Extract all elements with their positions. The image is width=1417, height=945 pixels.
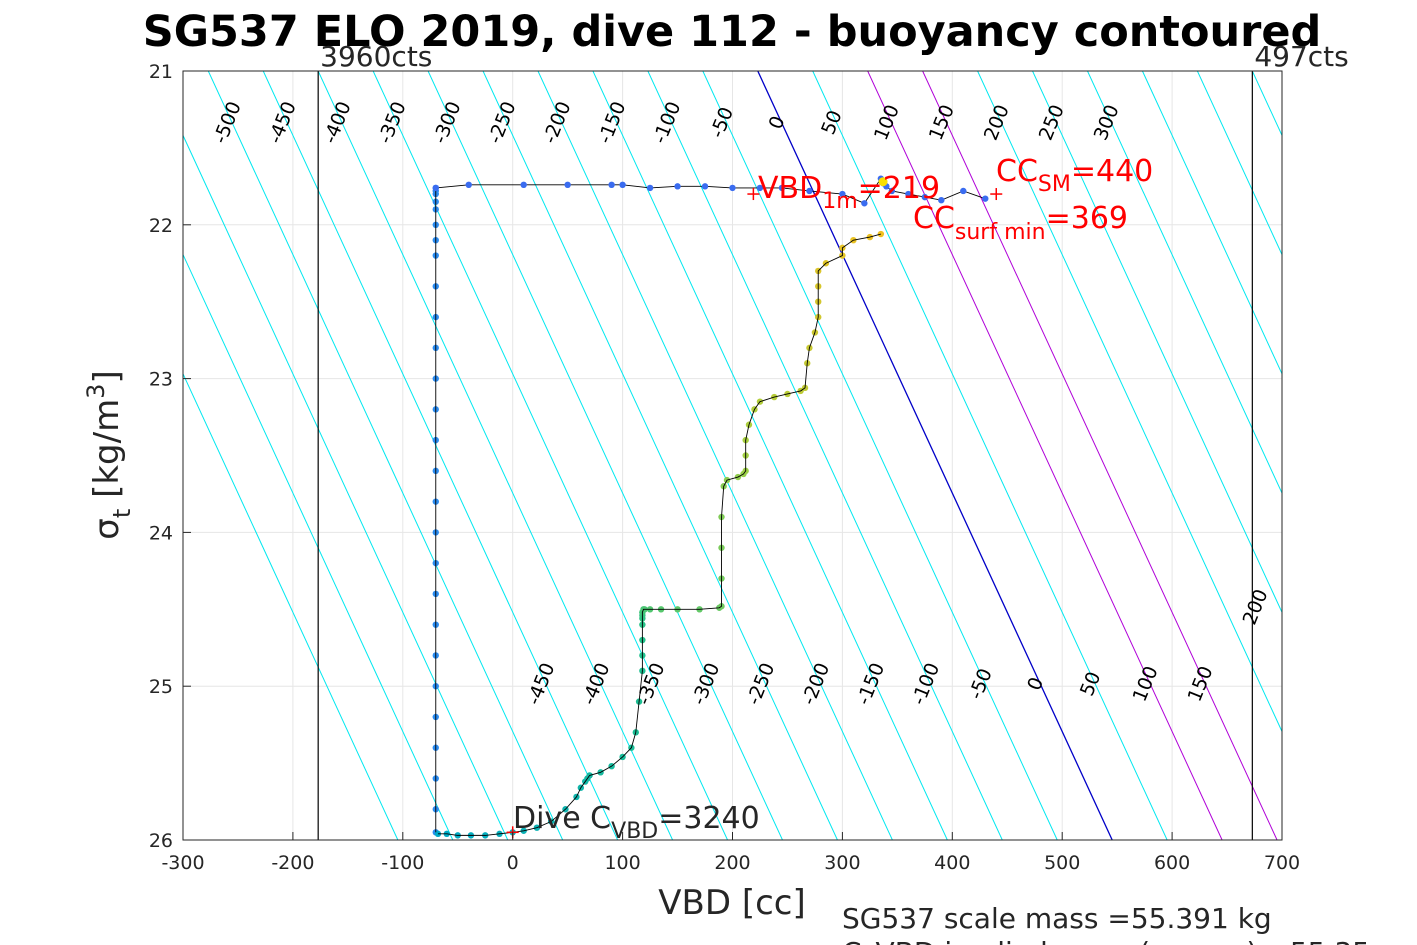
x-tick-label: 400 bbox=[934, 852, 970, 874]
contour-line bbox=[702, 71, 1058, 840]
series-line bbox=[437, 233, 881, 836]
contour-line bbox=[262, 71, 619, 840]
dive-cvbd-annotation: Dive CVBD=3240 bbox=[513, 801, 760, 844]
data-point bbox=[982, 195, 989, 202]
grid-lines bbox=[183, 71, 1282, 840]
contour-line bbox=[317, 71, 674, 840]
dive-profile-series bbox=[432, 175, 1003, 839]
y-tick-label: 22 bbox=[149, 215, 173, 237]
contour-line bbox=[372, 71, 729, 840]
axis-ticks: -300 -200 -100 0 100 200 300 400 500 600 700 21 22 23… bbox=[149, 61, 1300, 874]
contour-line bbox=[977, 71, 1282, 733]
contour-line bbox=[482, 71, 838, 840]
contour-line bbox=[427, 71, 783, 840]
x-tick-label: 300 bbox=[824, 852, 860, 874]
x-axis-label: VBD [cc] bbox=[658, 883, 806, 923]
y-tick-label: 23 bbox=[149, 369, 173, 391]
x-tick-label: 0 bbox=[507, 852, 519, 874]
chart-title: SG537 ELO 2019, dive 112 - buoyancy cont… bbox=[143, 7, 1322, 57]
annotations: VBD1m=219 CCSM=440 CCsurf min=369 Dive C… bbox=[513, 154, 1153, 844]
data-point bbox=[861, 200, 868, 207]
contour-line bbox=[1087, 71, 1282, 495]
data-point bbox=[878, 177, 888, 187]
red-cross-marker bbox=[747, 188, 760, 201]
contour-line bbox=[1362, 71, 1417, 840]
data-point bbox=[465, 181, 472, 189]
vbd-limit-label: 497cts bbox=[1254, 40, 1348, 73]
data-point bbox=[756, 184, 764, 192]
implied-mass-text: C_VBD implied mass (approx) =55.35 bbox=[842, 936, 1370, 945]
x-tick-label: 700 bbox=[1264, 852, 1300, 874]
y-tick-label: 25 bbox=[149, 676, 173, 698]
data-point bbox=[778, 184, 786, 192]
data-point bbox=[960, 187, 967, 195]
contour-line bbox=[183, 134, 509, 840]
x-tick-label: 100 bbox=[604, 852, 640, 874]
cc-surf-min-annotation: CCsurf min=369 bbox=[913, 201, 1128, 245]
contour-line bbox=[207, 71, 564, 840]
y-tick-label: 21 bbox=[149, 61, 173, 83]
contour-line bbox=[1307, 71, 1417, 840]
x-tick-label: -200 bbox=[271, 852, 314, 874]
contour-line bbox=[183, 372, 399, 840]
data-point bbox=[888, 187, 896, 195]
contour-line bbox=[537, 71, 893, 840]
x-tick-label: -300 bbox=[161, 852, 204, 874]
data-point bbox=[905, 190, 912, 198]
x-tick-label: 200 bbox=[714, 852, 750, 874]
contour-line bbox=[1141, 71, 1282, 376]
contour-line bbox=[812, 71, 1168, 840]
data-point bbox=[806, 187, 813, 195]
data-point bbox=[564, 181, 571, 189]
vbd-limit-lines: 3960cts 497cts bbox=[317, 40, 1349, 840]
data-point bbox=[701, 183, 709, 190]
contour-line bbox=[1196, 71, 1282, 256]
vbd-1m-annotation: VBD1m=219 bbox=[758, 171, 940, 214]
data-point bbox=[434, 830, 442, 838]
data-point bbox=[520, 181, 527, 189]
data-point bbox=[646, 184, 654, 192]
contour-line bbox=[592, 71, 948, 840]
data-point bbox=[839, 190, 846, 198]
y-axis-label: σt [kg/m3] bbox=[82, 370, 136, 539]
data-point bbox=[619, 181, 626, 189]
contour-line bbox=[757, 71, 1113, 840]
red-cross-marker bbox=[990, 188, 1003, 201]
cc-sm-annotation: CCSM=440 bbox=[996, 154, 1153, 197]
data-point bbox=[729, 184, 736, 192]
vbd-limit-label: 3960cts bbox=[320, 40, 432, 73]
contour-line bbox=[183, 253, 454, 840]
x-tick-label: 500 bbox=[1044, 852, 1080, 874]
y-tick-label: 26 bbox=[149, 830, 173, 852]
data-point bbox=[608, 181, 615, 189]
x-tick-label: -100 bbox=[381, 852, 424, 874]
contour-line bbox=[647, 71, 1003, 840]
data-point bbox=[921, 193, 929, 201]
data-point bbox=[432, 184, 439, 192]
scale-mass-text: SG537 scale mass =55.391 kg bbox=[842, 902, 1272, 935]
x-tick-label: 600 bbox=[1154, 852, 1190, 874]
svg-text:σt [kg/m3]: σt [kg/m3] bbox=[82, 370, 136, 539]
data-point bbox=[674, 183, 681, 190]
contour-line bbox=[1032, 71, 1282, 614]
data-point bbox=[938, 196, 945, 204]
y-tick-label: 24 bbox=[149, 522, 173, 544]
contour-line bbox=[922, 71, 1278, 840]
